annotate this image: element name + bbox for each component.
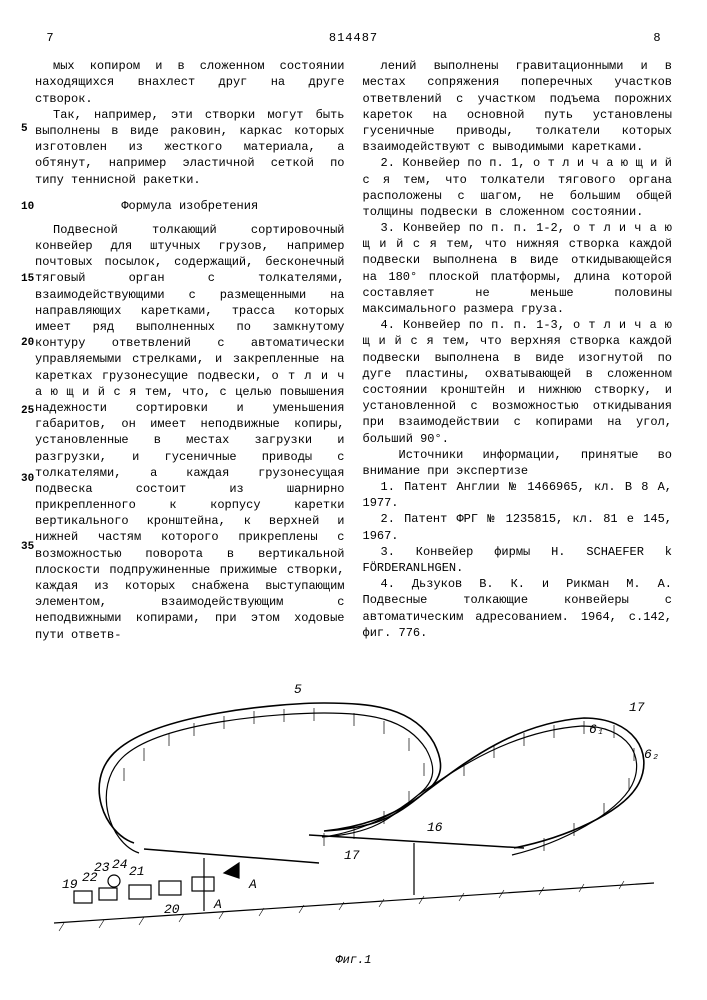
figure-1-svg: 5 6₁ 6₂ 16 17 17 19 20 21 22 23 24 A A [44,663,664,943]
formula-title: Формула изобретения [35,198,345,214]
lbl-17a: 17 [629,700,645,715]
hangers-right [464,721,634,851]
lbl-20: 20 [164,902,180,917]
figure-area: 5 6₁ 6₂ 16 17 17 19 20 21 22 23 24 A A Ф… [35,663,672,968]
lbl-17b: 17 [344,848,360,863]
patent-number: 814487 [65,30,642,46]
lbl-23: 23 [94,860,110,875]
lbl-62: 6₂ [644,747,660,762]
lbl-A1: A [213,897,222,912]
lbl-61: 6₁ [589,722,605,737]
lbl-19: 19 [62,877,78,892]
lbl-5: 5 [294,682,302,697]
para: 4. Конвейер по п. п. 1-3, о т л и ч а ю … [363,317,673,447]
para: 3. Конвейер по п. п. 1-2, о т л и ч а ю … [363,220,673,317]
column-right: лений выполнены гравитационными и в мест… [363,58,673,643]
para: мых копиром и в сложенном состоянии нахо… [35,58,345,107]
lbl-24: 24 [112,857,128,872]
para: 2. Конвейер по п. 1, о т л и ч а ю щ и й… [363,155,673,220]
figure-caption: Фиг.1 [35,952,672,968]
para: Подвесной толкающий сортировочный конвей… [35,222,345,643]
lbl-21: 21 [129,864,145,879]
lbl-16: 16 [427,820,443,835]
para: лений выполнены гравитационными и в мест… [363,58,673,155]
source: 2. Патент ФРГ № 1235815, кл. 81 е 145, 1… [363,511,673,543]
source: 1. Патент Англии № 1466965, кл. B 8 A, 1… [363,479,673,511]
text-columns: 5 10 15 20 25 30 35 мых копиром и в слож… [35,58,672,643]
lbl-A2: A [248,877,257,892]
source: 3. Конвейер фирмы H. SCHAEFER k FÖRDERAN… [363,544,673,576]
page-num-left: 7 [35,30,65,46]
source: 4. Дьзуков В. К. и Рикман М. А. Подвесны… [363,576,673,641]
column-left: 5 10 15 20 25 30 35 мых копиром и в слож… [35,58,345,643]
page-header: 7 814487 8 [35,30,672,46]
para: Так, например, эти створки могут быть вы… [35,107,345,188]
hangers-left [124,708,314,781]
page-num-right: 8 [642,30,672,46]
sources-title: Источники информации, принятые во вниман… [363,447,673,479]
